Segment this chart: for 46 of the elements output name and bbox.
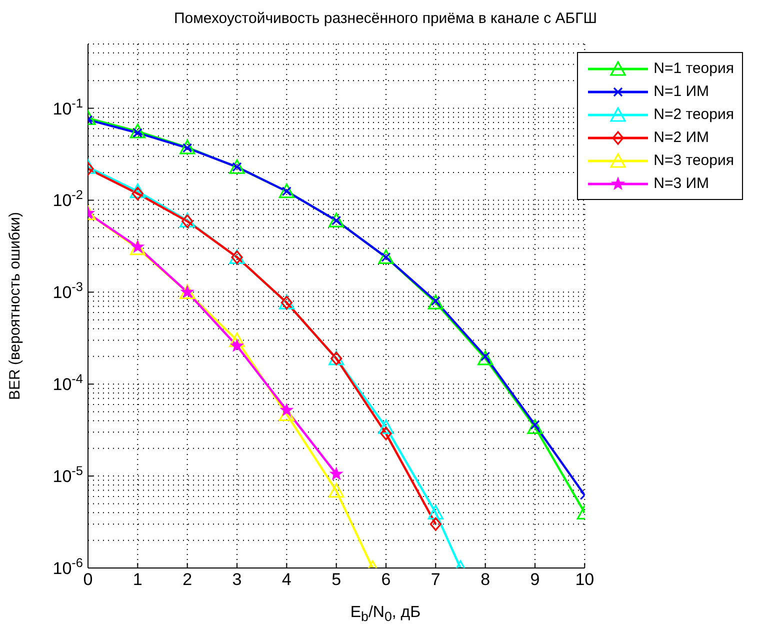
legend-label: N=1 теория <box>654 60 734 77</box>
point <box>328 483 344 498</box>
x-tick-label: 5 <box>332 570 342 590</box>
x-tick-label: 4 <box>282 570 292 590</box>
point <box>278 184 294 198</box>
x-tick-label: 9 <box>530 570 540 590</box>
x-tick-label: 10 <box>575 570 594 590</box>
point <box>132 186 144 200</box>
point <box>280 404 293 416</box>
y-tick-label: 10$^{-2}$ <box>52 186 83 210</box>
x-tick-label: 3 <box>232 570 242 590</box>
chart-title: Помехоустойчивость разнесённого приёма в канале с АБГШ <box>173 9 598 29</box>
point <box>380 426 392 440</box>
point <box>428 504 444 520</box>
legend-label: N=2 теория <box>654 106 734 123</box>
x-tick-label: 6 <box>381 570 391 590</box>
legend-label: N=3 теория <box>654 152 734 169</box>
point <box>130 124 146 138</box>
point <box>180 140 196 154</box>
y-tick-label: 10$^{-4}$ <box>52 370 83 394</box>
point <box>378 249 394 264</box>
legend-label: N=1 ИМ <box>654 83 710 100</box>
x-tick-label: 0 <box>83 570 93 590</box>
point <box>378 419 394 434</box>
y-tick-label: 10$^{-3}$ <box>52 278 83 302</box>
point <box>130 240 146 256</box>
point <box>430 517 442 531</box>
legend-label: N=3 ИМ <box>654 175 710 192</box>
x-tick-label: 8 <box>480 570 490 590</box>
x-axis-title: E$_{b}$/N$_{0}$, дБ <box>349 604 422 624</box>
y-axis-title: BER (вероятность ошибки) <box>6 212 24 400</box>
x-tick-label: 2 <box>182 570 192 590</box>
x-tick-label: 1 <box>132 570 142 590</box>
legend-label: N=2 ИМ <box>654 129 710 146</box>
point <box>229 332 245 348</box>
point <box>328 212 344 228</box>
point <box>330 468 343 480</box>
point <box>527 419 543 434</box>
point <box>130 184 146 198</box>
y-tick-label: 10$^{-1}$ <box>52 94 83 118</box>
y-tick-label: 10$^{-6}$ <box>52 554 83 578</box>
point <box>428 294 444 310</box>
point <box>229 159 245 174</box>
point <box>478 350 494 366</box>
y-tick-label: 10$^{-5}$ <box>52 462 83 486</box>
x-tick-label: 7 <box>430 570 440 590</box>
